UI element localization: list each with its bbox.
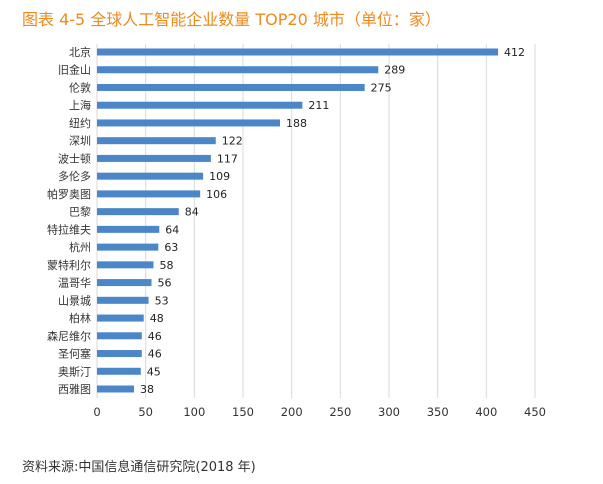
data-label: 412	[504, 46, 525, 59]
category-label: 柏林	[69, 311, 91, 325]
data-label: 106	[206, 188, 227, 201]
data-label: 122	[222, 135, 243, 148]
data-label: 188	[286, 117, 307, 130]
x-tick-label: 150	[232, 405, 254, 419]
bar	[97, 66, 379, 74]
bar	[97, 314, 144, 322]
data-label: 84	[185, 206, 199, 219]
data-label: 48	[150, 312, 164, 325]
bar	[97, 190, 201, 198]
category-label: 伦敦	[69, 80, 91, 94]
category-label: 西雅图	[58, 382, 91, 396]
bar	[97, 367, 141, 375]
chart-title: 图表 4-5 全球人工智能企业数量 TOP20 城市（单位：家）	[22, 10, 441, 29]
data-label: 211	[308, 99, 329, 112]
data-label: 53	[155, 294, 169, 307]
x-tick-label: 200	[281, 405, 303, 419]
category-label: 旧金山	[58, 63, 91, 77]
category-label: 杭州	[69, 240, 91, 254]
data-label: 64	[165, 223, 179, 236]
x-tick-label: 450	[524, 405, 546, 419]
data-label: 58	[159, 259, 173, 272]
data-label: 63	[164, 241, 178, 254]
bar	[97, 101, 303, 109]
bar	[97, 208, 179, 216]
category-label: 波士顿	[58, 151, 91, 165]
x-tick-label: 300	[378, 405, 400, 419]
category-label: 蒙特利尔	[47, 258, 91, 272]
category-label: 森尼维尔	[47, 329, 91, 343]
category-label: 温哥华	[58, 276, 91, 290]
bar	[97, 296, 149, 304]
x-tick-label: 400	[475, 405, 497, 419]
bar	[97, 172, 204, 180]
bar	[97, 243, 159, 251]
data-label: 289	[384, 64, 405, 77]
bar	[97, 279, 152, 287]
x-tick-label: 100	[183, 405, 205, 419]
category-label: 帕罗奥图	[47, 187, 91, 201]
bar	[97, 154, 211, 162]
bar	[97, 350, 142, 358]
x-tick-label: 0	[93, 405, 100, 419]
bar	[97, 332, 142, 340]
x-tick-label: 250	[329, 405, 351, 419]
data-label: 275	[371, 81, 392, 94]
category-label: 山景城	[58, 294, 91, 307]
x-tick-label: 350	[427, 405, 449, 419]
category-label: 纽约	[69, 116, 91, 130]
x-tick-label: 50	[138, 405, 153, 419]
data-label: 38	[140, 383, 154, 396]
category-label: 特拉维夫	[47, 222, 91, 236]
category-label: 深圳	[69, 135, 91, 148]
bar	[97, 119, 280, 127]
bar	[97, 83, 365, 91]
category-label: 奥斯汀	[58, 364, 91, 378]
bar	[97, 48, 499, 56]
category-label: 上海	[69, 98, 91, 112]
data-label: 46	[148, 348, 162, 361]
data-label: 117	[217, 152, 238, 165]
data-label: 46	[148, 330, 162, 343]
source-note: 资料来源:中国信息通信研究院(2018 年)	[22, 460, 256, 475]
category-label: 巴黎	[69, 205, 91, 219]
data-label: 45	[147, 365, 161, 378]
category-label: 圣何塞	[58, 347, 91, 361]
bar	[97, 225, 160, 233]
bar	[97, 137, 216, 145]
category-label: 多伦多	[58, 169, 91, 183]
data-label: 109	[209, 170, 230, 183]
bar	[97, 385, 134, 393]
bar	[97, 261, 154, 269]
data-label: 56	[158, 277, 172, 290]
category-label: 北京	[69, 45, 91, 59]
